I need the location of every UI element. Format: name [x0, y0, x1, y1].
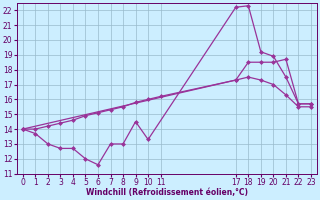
X-axis label: Windchill (Refroidissement éolien,°C): Windchill (Refroidissement éolien,°C) [86, 188, 248, 197]
